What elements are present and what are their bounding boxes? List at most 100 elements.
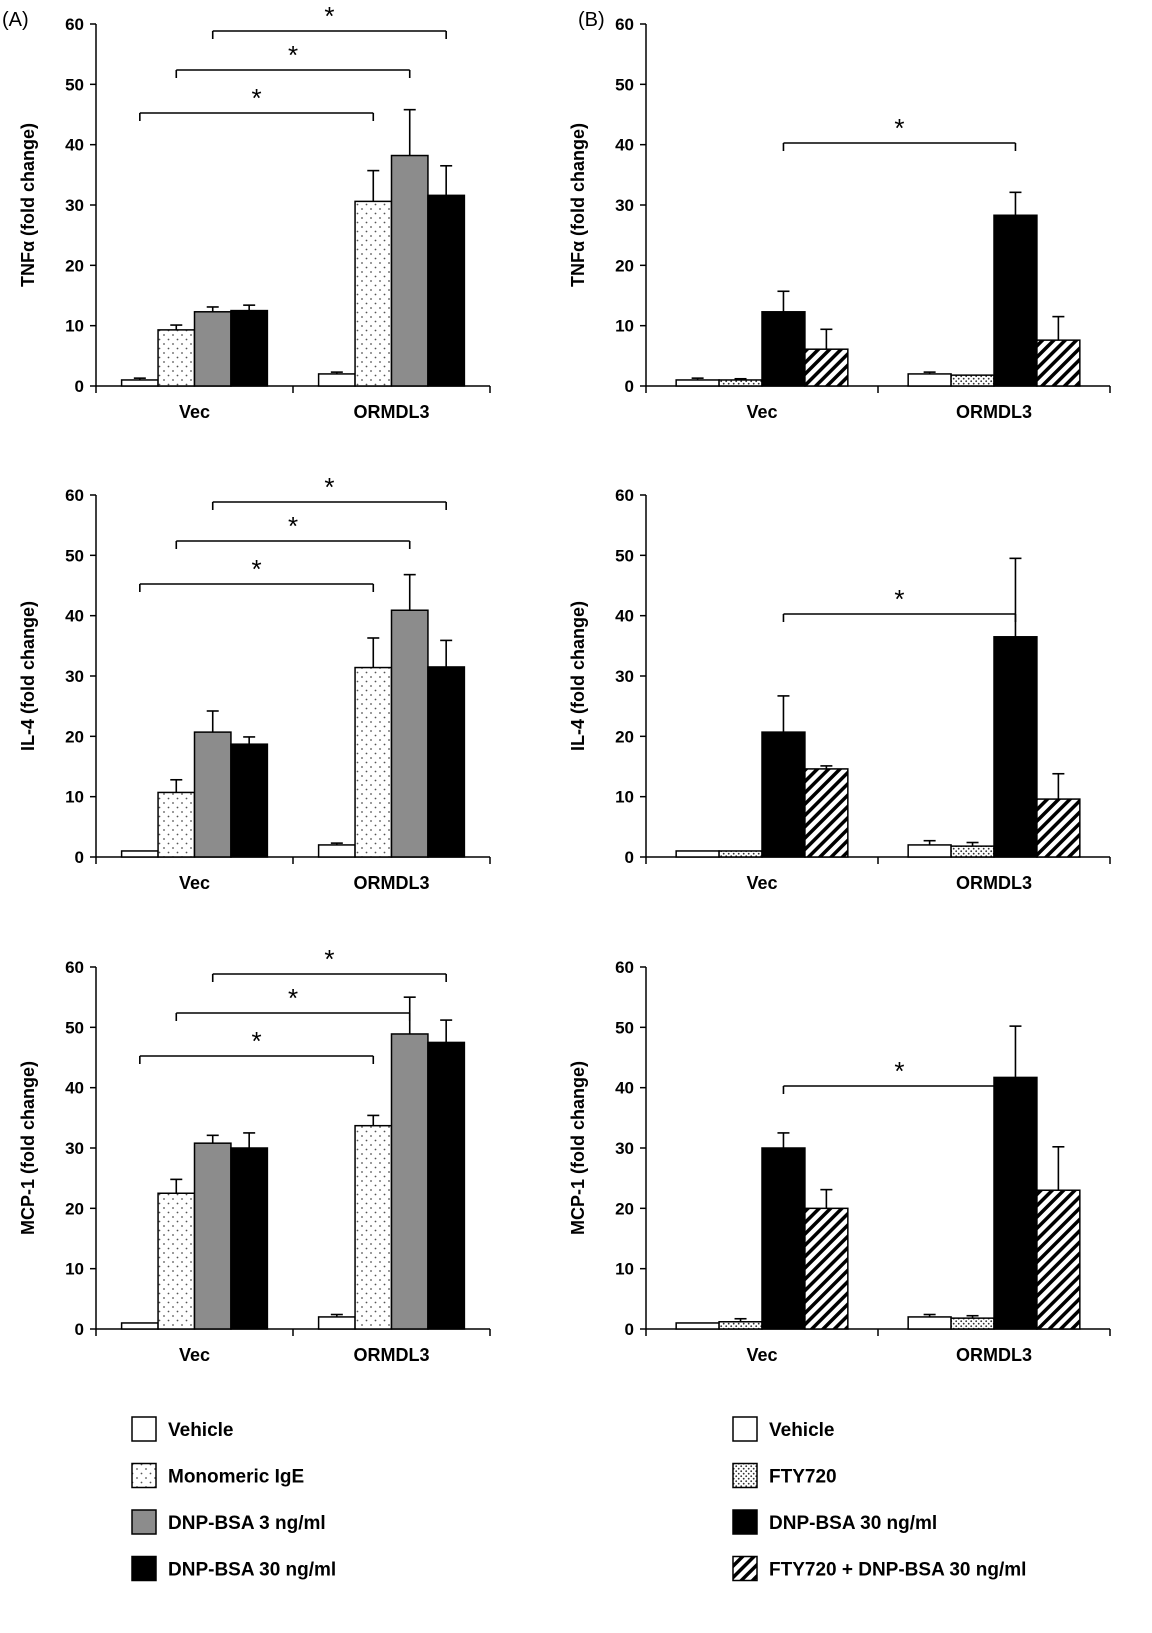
y-tick-label: 20 <box>615 1199 634 1218</box>
y-axis-title: IL-4 (fold change) <box>568 601 588 751</box>
bar <box>761 311 806 387</box>
legend-label: Vehicle <box>168 1420 234 1441</box>
y-axis-title: TNFα (fold change) <box>568 123 588 287</box>
y-tick-label: 20 <box>615 256 634 275</box>
legend-label: DNP-BSA 30 ng/ml <box>769 1513 937 1534</box>
bar <box>317 1316 356 1330</box>
legend-a: Vehicle Monomeric IgE DNP-BSA 3 ng/ml DNP-B… <box>131 1416 336 1582</box>
legend-swatch <box>732 1509 758 1535</box>
bar <box>120 1322 159 1330</box>
bar <box>193 731 232 858</box>
bar <box>317 373 356 387</box>
category-label: Vec <box>746 873 777 893</box>
bar <box>390 154 429 387</box>
legend-b: Vehicle FTY720 DNP-BSA 30 ng/ml FTY720 + DN… <box>732 1416 1026 1582</box>
chart-0: 0 10 20 30 40 50 60 TNFα (fold change) Vec ORMDL3… <box>18 1 491 422</box>
category-label: ORMDL3 <box>956 873 1032 893</box>
legend-swatch <box>732 1462 758 1489</box>
y-tick-label: 60 <box>615 486 634 505</box>
category-label: ORMDL3 <box>956 402 1032 422</box>
bar <box>390 1033 429 1330</box>
bar <box>1036 1189 1081 1330</box>
y-tick-label: 10 <box>615 1260 634 1279</box>
category-label: Vec <box>746 402 777 422</box>
chart-5: 0 10 20 30 40 50 60 MCP-1 (fold change) Vec ORMDL… <box>568 958 1111 1365</box>
bar <box>675 379 720 387</box>
significance-star: * <box>288 511 298 541</box>
bar <box>950 374 995 387</box>
bar <box>804 1207 849 1330</box>
bar <box>427 194 466 387</box>
y-tick-label: 60 <box>65 15 84 34</box>
y-tick-label: 20 <box>615 727 634 746</box>
y-tick-label: 0 <box>625 1320 634 1339</box>
y-tick-label: 0 <box>75 1320 84 1339</box>
bar <box>317 844 356 858</box>
chart-3: 0 10 20 30 40 50 60 TNFα (fold change) Vec ORMDL3… <box>568 15 1111 422</box>
bar <box>993 636 1038 858</box>
legends: Vehicle Monomeric IgE DNP-BSA 3 ng/ml DNP-B… <box>131 1416 1026 1582</box>
charts: 0 10 20 30 40 50 60 TNFα (fold change) Vec ORMDL3… <box>18 1 1111 1365</box>
bar <box>157 329 196 387</box>
significance-star: * <box>894 584 904 614</box>
bar <box>157 791 196 858</box>
bar <box>950 1317 995 1330</box>
bar <box>950 845 995 858</box>
significance-star: * <box>894 113 904 143</box>
legend-label: Monomeric IgE <box>168 1467 304 1488</box>
y-tick-label: 60 <box>65 486 84 505</box>
bar <box>230 743 269 858</box>
y-tick-label: 20 <box>65 256 84 275</box>
bar <box>230 309 269 387</box>
y-tick-label: 40 <box>615 1079 634 1098</box>
legend-swatch <box>131 1555 157 1582</box>
y-tick-label: 50 <box>615 75 634 94</box>
y-tick-label: 30 <box>65 196 84 215</box>
bar <box>193 1142 232 1330</box>
bar <box>675 850 720 858</box>
category-label: Vec <box>746 1345 777 1365</box>
panel-label-a: (A) <box>2 9 29 31</box>
y-tick-label: 10 <box>65 317 84 336</box>
y-axis-title: IL-4 (fold change) <box>18 601 38 751</box>
y-tick-label: 30 <box>615 196 634 215</box>
significance-star: * <box>324 472 334 502</box>
bar <box>427 666 466 858</box>
category-label: ORMDL3 <box>354 873 430 893</box>
bar <box>718 850 763 858</box>
bar <box>761 1147 806 1330</box>
chart-1: 0 10 20 30 40 50 60 IL-4 (fold change) Vec ORMDL3… <box>18 472 491 893</box>
bar <box>427 1041 466 1330</box>
bar <box>804 348 849 387</box>
significance-star: * <box>324 944 334 974</box>
y-tick-label: 40 <box>65 136 84 155</box>
significance-star: * <box>251 1026 261 1056</box>
category-label: Vec <box>179 1345 210 1365</box>
significance-star: * <box>324 1 334 31</box>
bar <box>907 373 952 387</box>
significance-star: * <box>288 983 298 1013</box>
y-tick-label: 50 <box>615 1018 634 1037</box>
y-tick-label: 10 <box>65 788 84 807</box>
bar <box>993 1076 1038 1330</box>
category-label: ORMDL3 <box>354 1345 430 1365</box>
bar <box>675 1322 720 1330</box>
significance-star: * <box>288 40 298 70</box>
significance-star: * <box>251 83 261 113</box>
bar <box>354 1124 393 1330</box>
y-tick-label: 30 <box>615 667 634 686</box>
bar <box>120 850 159 858</box>
legend-label: FTY720 <box>769 1467 837 1488</box>
y-axis-title: TNFα (fold change) <box>18 123 38 287</box>
y-tick-label: 0 <box>75 377 84 396</box>
legend-swatch <box>131 1462 157 1489</box>
chart-4: 0 10 20 30 40 50 60 IL-4 (fold change) Vec ORMDL3… <box>568 486 1111 893</box>
y-tick-label: 60 <box>615 15 634 34</box>
y-tick-label: 40 <box>65 1079 84 1098</box>
y-tick-label: 50 <box>65 546 84 565</box>
bar <box>1036 339 1081 387</box>
legend-label: Vehicle <box>769 1420 835 1441</box>
legend-swatch <box>131 1416 157 1442</box>
bar <box>354 200 393 387</box>
